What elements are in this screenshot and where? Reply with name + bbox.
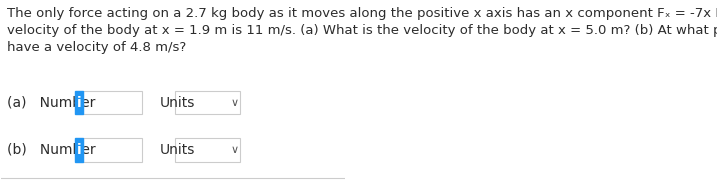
Text: ∨: ∨ [231,97,239,107]
Text: ∨: ∨ [231,145,239,155]
Text: (b)   Number: (b) Number [6,143,95,157]
FancyBboxPatch shape [75,91,82,114]
Text: i: i [77,95,81,110]
Text: Units: Units [159,143,195,157]
FancyBboxPatch shape [75,138,82,162]
FancyBboxPatch shape [175,91,240,114]
Text: Units: Units [159,95,195,110]
FancyBboxPatch shape [175,138,240,162]
Text: i: i [77,143,81,157]
Text: The only force acting on a 2.7 kg body as it moves along the positive x axis has: The only force acting on a 2.7 kg body a… [6,7,717,54]
FancyBboxPatch shape [82,91,142,114]
Text: (a)   Number: (a) Number [6,95,95,110]
FancyBboxPatch shape [82,138,142,162]
